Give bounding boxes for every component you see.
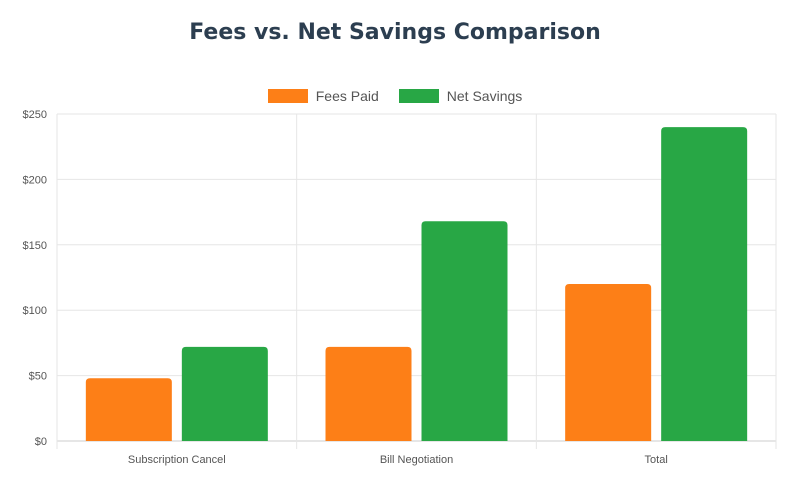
y-tick-label: $150 [23, 240, 47, 252]
y-tick-label: $200 [23, 174, 47, 186]
y-tick-label: $250 [23, 109, 47, 121]
legend-item-savings[interactable]: Net Savings [398, 88, 523, 104]
bar-savings [661, 127, 748, 441]
x-tick-label: Bill Negotiation [380, 454, 453, 466]
y-tick-label: $0 [35, 436, 47, 448]
x-tick-label: Subscription Cancel [128, 454, 226, 466]
y-tick-label: $50 [29, 371, 47, 383]
y-tick-label: $100 [23, 305, 47, 317]
legend-swatch-savings [398, 89, 439, 103]
bar-savings [181, 346, 268, 441]
chart-title: Fees vs. Net Savings Comparison [189, 20, 601, 45]
legend-swatch-fees [267, 89, 308, 103]
x-tick-label: Total [645, 454, 668, 466]
bar-fees [325, 346, 412, 441]
legend: Fees Paid Net Savings [0, 88, 790, 104]
legend-label-fees: Fees Paid [315, 88, 379, 104]
bar-fees [565, 284, 652, 441]
legend-item-fees[interactable]: Fees Paid [267, 88, 379, 104]
legend-label-savings: Net Savings [446, 88, 523, 104]
bar-savings [421, 221, 508, 441]
bar-fees [85, 378, 172, 441]
